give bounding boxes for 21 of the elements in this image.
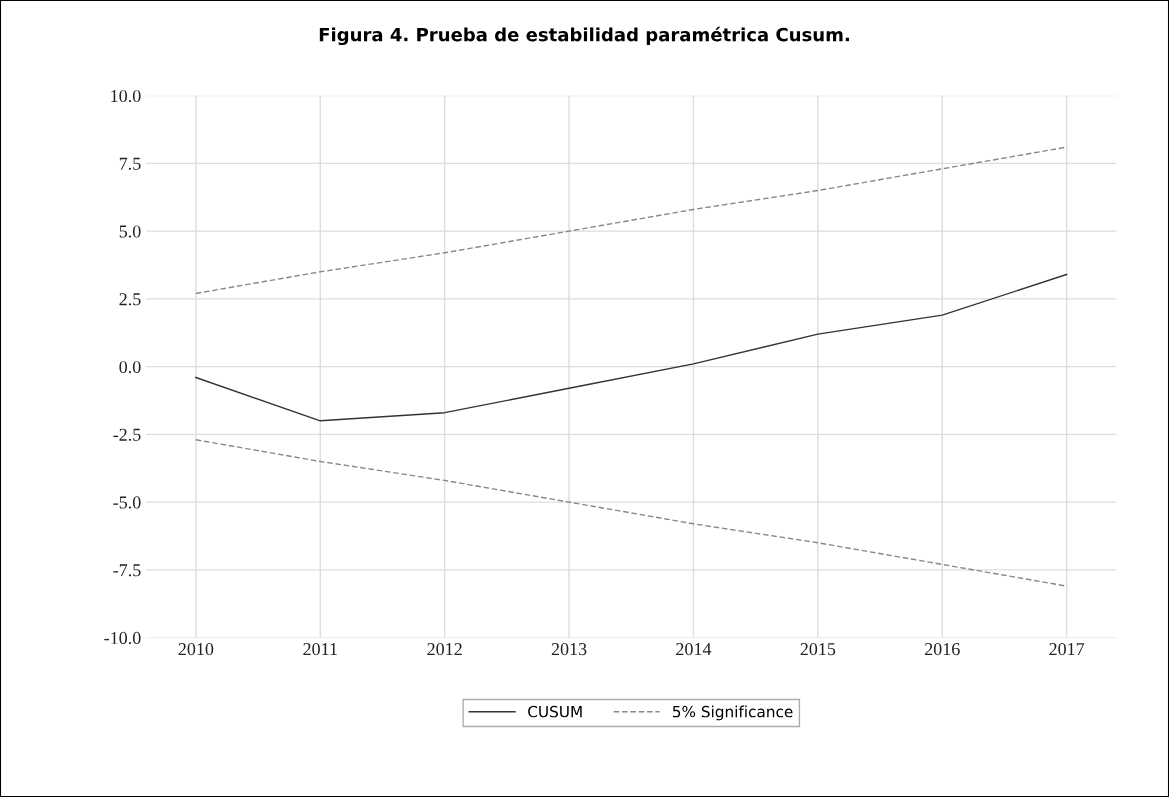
legend-label: 5% Significance: [672, 705, 793, 721]
y-tick-label: 0.0: [119, 360, 141, 374]
x-tick-label: 2016: [924, 642, 960, 656]
y-tick-label: 2.5: [119, 293, 141, 306]
x-tick-label: 2013: [551, 642, 587, 656]
y-tick-label: 7.5: [119, 157, 141, 170]
y-tick-label: 5.0: [119, 225, 141, 238]
x-tick-label: 2017: [1049, 642, 1085, 656]
y-tick-label: -2.5: [113, 428, 141, 441]
y-tick-label: -10.0: [104, 631, 141, 645]
y-tick-label: 10.0: [111, 89, 141, 103]
x-tick-label: 2011: [303, 642, 337, 656]
line-series: [195, 273, 1068, 422]
chart-title: Figura 4. Prueba de estabilidad paramétrica Cusum.: [319, 26, 849, 46]
x-tick-label: 2012: [427, 642, 462, 656]
y-tick-label: -7.5: [113, 564, 141, 577]
legend-label: CUSUM: [528, 705, 582, 718]
x-tick-label: 2015: [800, 642, 836, 656]
x-tick-label: 2014: [676, 642, 712, 656]
x-tick-label: 2010: [178, 642, 214, 656]
y-tick-label: -5.0: [113, 496, 141, 509]
